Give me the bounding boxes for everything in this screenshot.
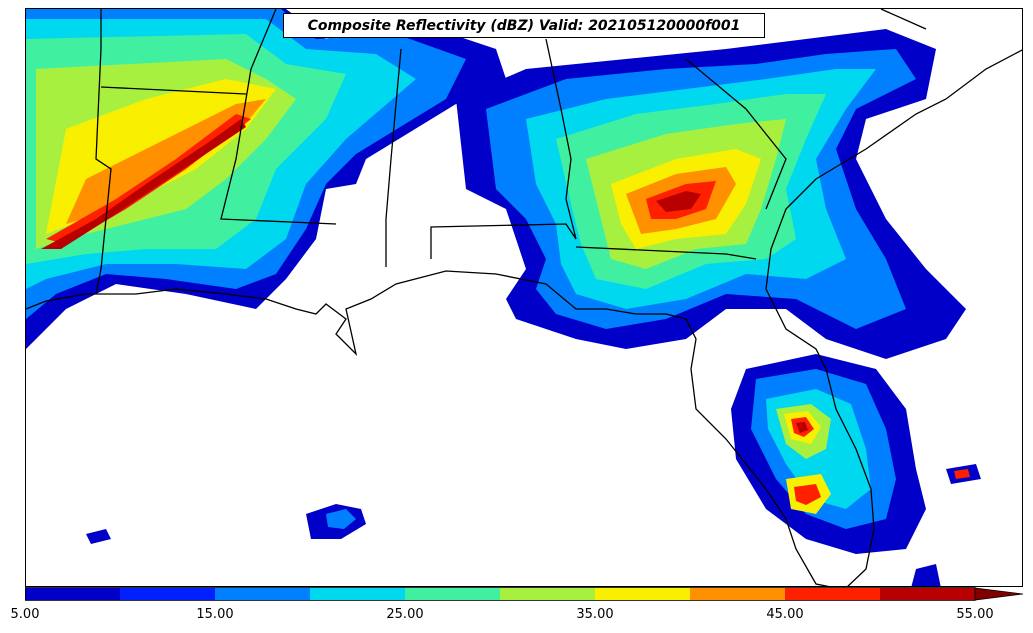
colorbar-bin [785, 588, 881, 600]
colorbar-bin [310, 588, 406, 600]
reflectivity-map-canvas [26, 9, 1022, 586]
colorbar-tick-label: 5.00 [10, 607, 40, 622]
state-border-7 [880, 9, 927, 30]
colorbar-bin [595, 588, 691, 600]
state-border-6 [575, 246, 757, 260]
colorbar-bin [500, 588, 596, 600]
colorbar-bin [690, 588, 786, 600]
state-border-5 [430, 38, 577, 259]
state-border-3 [220, 9, 337, 225]
colorbar-tick-label: 15.00 [196, 607, 234, 622]
colorbar-bin [880, 588, 976, 600]
colorbar-bin [25, 588, 121, 600]
map-title: Composite Reflectivity (dBZ) Valid: 2021… [283, 13, 765, 38]
coastline [26, 270, 830, 586]
colorbar-tick-label: 55.00 [956, 607, 994, 622]
colorbar-tick-label: 25.00 [386, 607, 424, 622]
reflectivity-field [26, 9, 981, 586]
state-border-1 [95, 9, 112, 295]
colorbar-bin [405, 588, 501, 600]
coastline-atlantic [765, 49, 1022, 586]
state-border-4 [385, 48, 402, 267]
colorbar [25, 587, 1023, 601]
colorbar-outline [25, 587, 976, 601]
coastline-and-borders [26, 9, 1022, 586]
colorbar-bin [215, 588, 311, 600]
state-border-2 [100, 86, 247, 95]
colorbar-bin [120, 588, 216, 600]
state-border-8 [685, 58, 787, 210]
radar-map [25, 8, 1023, 587]
colorbar-extend-arrow [974, 587, 1023, 601]
colorbar-tick-label: 45.00 [766, 607, 804, 622]
colorbar-tick-label: 35.00 [576, 607, 614, 622]
